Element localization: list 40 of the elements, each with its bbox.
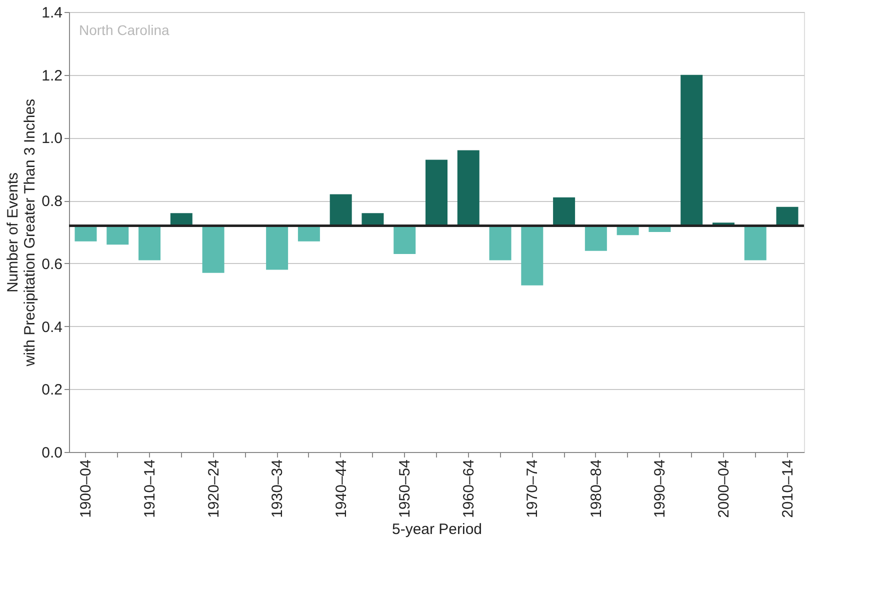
x-tick-label: 1970–74 xyxy=(524,460,542,518)
x-tick-label: 1910–14 xyxy=(142,460,159,518)
x-tick-label: 1950–54 xyxy=(396,460,414,518)
bar xyxy=(584,226,607,251)
x-tick-label: 1940–44 xyxy=(332,460,350,518)
annotation: North Carolina xyxy=(79,22,170,38)
x-tick-label: 1990–94 xyxy=(652,460,669,518)
y-tick-label: 0.0 xyxy=(42,444,62,462)
bar xyxy=(106,226,129,245)
bar xyxy=(521,226,544,286)
y-tick-label: 0.4 xyxy=(42,318,62,336)
x-axis-title: 5-year Period xyxy=(392,520,482,538)
x-tick-label: 1960–64 xyxy=(460,460,478,518)
bar xyxy=(776,206,798,226)
x-tick-label: 1920–24 xyxy=(205,460,222,518)
x-tick-label: 1900–04 xyxy=(78,460,95,518)
y-tick-label: 0.8 xyxy=(42,193,62,210)
bar xyxy=(553,197,576,226)
bar xyxy=(744,226,766,260)
bar xyxy=(74,226,97,242)
bar xyxy=(202,226,224,273)
bar xyxy=(457,150,480,226)
bar xyxy=(266,226,288,270)
bar xyxy=(330,194,352,226)
x-tick-label: 1980–84 xyxy=(588,460,605,518)
y-tick-label: 1.4 xyxy=(42,4,62,22)
x-tick-label: 2010–14 xyxy=(779,460,796,518)
y-tick-label: 1.0 xyxy=(42,130,62,148)
y-tick-label: 0.6 xyxy=(42,256,62,273)
bar xyxy=(298,226,320,242)
y-axis-title: Number of Events with Precipitation Greater Than 3 Inches xyxy=(4,98,39,368)
y-tick-label: 0.2 xyxy=(42,382,62,399)
y-tick-label: 1.2 xyxy=(42,67,62,84)
bar xyxy=(394,226,416,254)
x-tick-label: 1930–34 xyxy=(269,460,286,518)
bar xyxy=(680,74,703,226)
bar xyxy=(489,226,512,260)
bar xyxy=(426,160,448,226)
x-tick-label: 2000–04 xyxy=(715,460,732,518)
bar xyxy=(138,226,161,260)
